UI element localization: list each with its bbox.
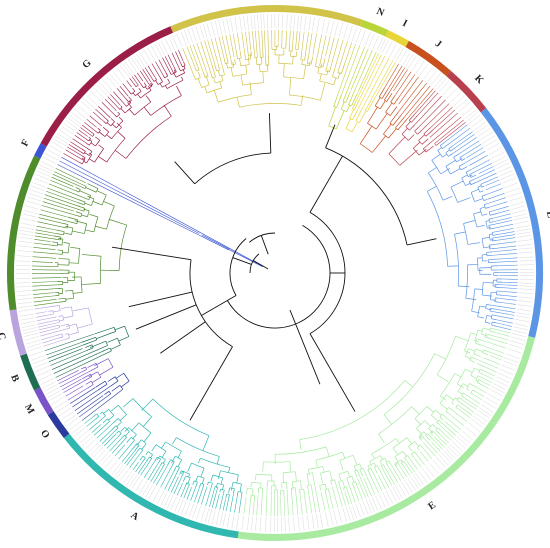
clade-label-o: O (38, 428, 52, 441)
clade-b-branches (29, 325, 130, 385)
clade-h-branches (176, 13, 357, 108)
clade-i-ring (385, 30, 410, 47)
tree-branches (16, 13, 534, 532)
clade-ring (7, 5, 543, 541)
clade-m-branches (42, 358, 114, 409)
clade-label-g: G (80, 57, 93, 71)
clade-label-l: L (544, 210, 550, 219)
clade-o-ring (47, 411, 70, 438)
tree-backbone (111, 113, 437, 421)
clade-e-ring (237, 336, 536, 541)
clade-a-ring (63, 433, 239, 539)
clade-l-ring (480, 108, 543, 338)
clade-label-f: F (19, 138, 32, 148)
clade-g-ring (40, 26, 174, 147)
clade-labels: HNIJKLEAOMBCDFG (0, 6, 550, 524)
clade-b-ring (20, 353, 41, 391)
clade-label-j: J (433, 38, 443, 50)
clade-n-ring (359, 19, 389, 37)
clade-label-e: E (426, 499, 438, 512)
clade-d-branches (16, 161, 128, 308)
clade-o-branches (56, 372, 130, 431)
clade-n-branches (328, 28, 384, 130)
clade-label-a: A (129, 510, 141, 524)
clade-k-ring (446, 70, 487, 113)
clade-label-n: N (375, 6, 387, 19)
clade-label-m: M (22, 402, 36, 416)
clade-l-branches (426, 114, 534, 334)
clade-label-d: D (0, 225, 4, 234)
clade-d-ring (7, 155, 41, 311)
clade-f-branches (43, 149, 263, 267)
clade-h-ring (170, 5, 363, 33)
clade-label-i: I (400, 18, 409, 30)
clade-j-branches (359, 49, 444, 153)
clade-m-ring (34, 387, 54, 416)
clade-c-branches (18, 304, 93, 352)
clade-label-c: C (0, 331, 7, 341)
clade-f-ring (34, 143, 47, 159)
clade-label-k: K (472, 73, 485, 86)
clade-j-ring (405, 40, 451, 77)
clade-e-branches (241, 327, 527, 532)
clade-label-b: B (8, 373, 21, 384)
clade-c-ring (9, 309, 27, 356)
clade-g-branches (49, 35, 186, 165)
clade-k-branches (388, 78, 479, 166)
clade-a-branches (71, 398, 243, 530)
clade-i-branches (345, 38, 404, 133)
